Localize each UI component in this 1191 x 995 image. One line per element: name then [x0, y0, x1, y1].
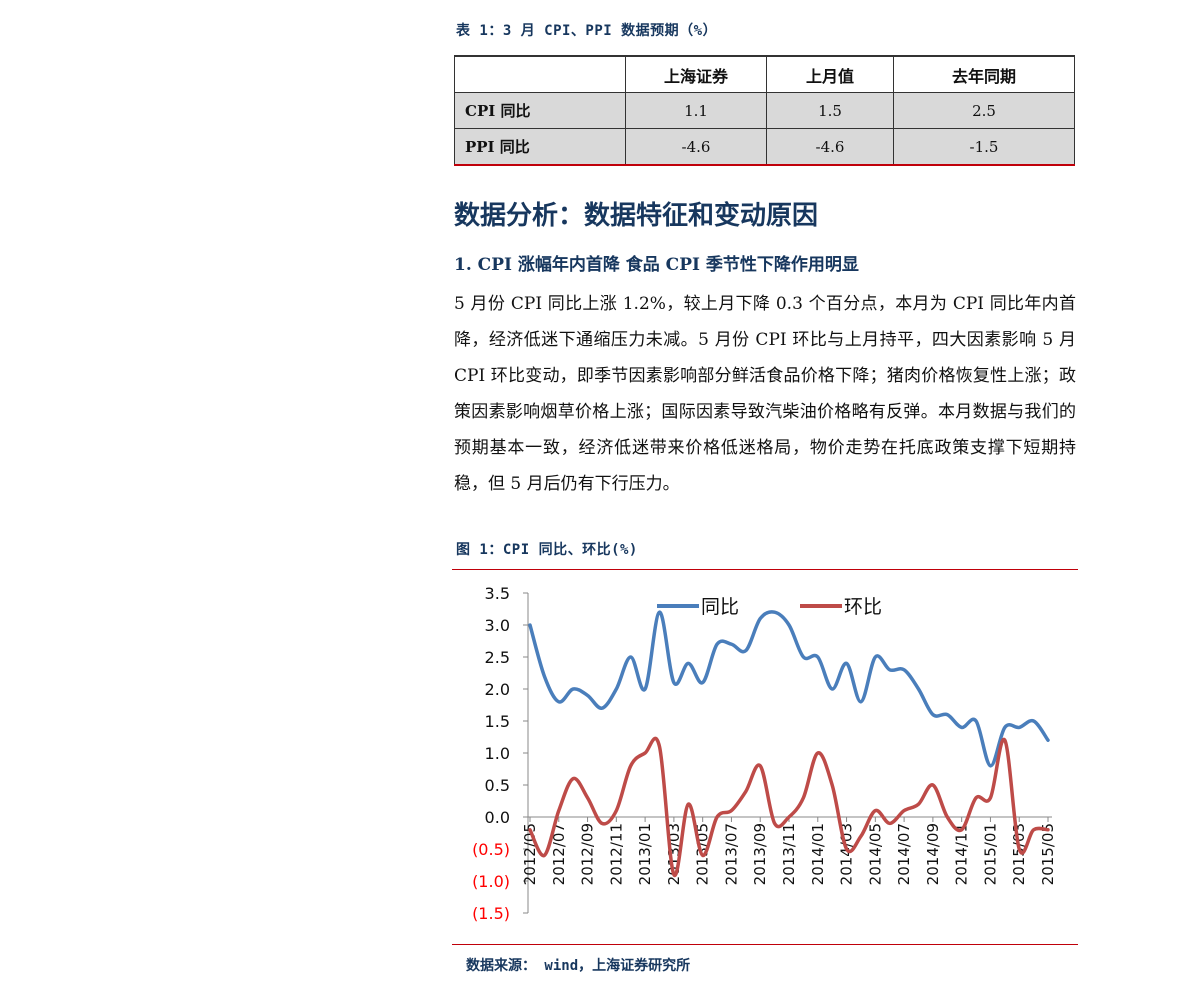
y-tick-label: 2.0 [485, 680, 510, 699]
y-tick-label: (1.5) [472, 904, 510, 923]
table-cell: 1.5 [766, 92, 894, 129]
table-cell: 1.1 [625, 92, 767, 129]
x-tick-label: 2015/03 [1010, 823, 1028, 885]
x-tick-label: 2013/11 [780, 823, 798, 885]
figure-caption: 图 1：CPI 同比、环比(%) [456, 542, 638, 558]
y-tick-label: 1.5 [485, 712, 510, 731]
x-tick-label: 2014/07 [895, 823, 913, 885]
table-header-empty [454, 55, 626, 93]
cpi-ppi-forecast-table: 上海证券 上月值 去年同期 CPI 同比 1.1 1.5 2.5 PPI 同比 … [454, 55, 1075, 166]
x-tick-label: 2014/09 [924, 823, 942, 885]
cropped-previous-line [456, 0, 756, 4]
section-title: 数据分析：数据特征和变动原因 [454, 201, 819, 231]
figure-top-rule [452, 569, 1078, 570]
legend-mom-label: 环比 [844, 596, 882, 618]
table-cell: -1.5 [893, 128, 1075, 166]
mom-series-line [528, 736, 1050, 877]
table-row: PPI 同比 -4.6 -4.6 -1.5 [454, 128, 1075, 166]
row-label-cpi: CPI 同比 [454, 92, 626, 129]
x-tick-label: 2014/01 [809, 823, 827, 885]
y-tick-label: 0.0 [485, 808, 510, 827]
source-note: 数据来源： wind，上海证券研究所 [466, 958, 691, 974]
table-row: CPI 同比 1.1 1.5 2.5 [454, 92, 1075, 129]
table-header-last-year: 去年同期 [893, 55, 1075, 93]
x-tick-label: 2015/05 [1039, 823, 1057, 885]
x-tick-label: 2013/09 [751, 823, 769, 885]
x-tick-label: 2015/01 [981, 823, 999, 885]
table-header-row: 上海证券 上月值 去年同期 [454, 55, 1075, 93]
y-tick-label: 3.0 [485, 616, 510, 635]
legend-yoy-label: 同比 [701, 596, 739, 618]
y-tick-label: 2.5 [485, 648, 510, 667]
table-header-previous-month: 上月值 [766, 55, 894, 93]
analysis-paragraph: 5 月份 CPI 同比上涨 1.2%，较上月下降 0.3 个百分点，本月为 CP… [454, 294, 1076, 494]
y-tick-label: 3.5 [485, 584, 510, 603]
x-tick-label: 2013/01 [636, 823, 654, 885]
table-cell: -4.6 [766, 128, 894, 166]
x-tick-label: 2013/07 [722, 823, 740, 885]
y-tick-label: 0.5 [485, 776, 510, 795]
table-header-shanghai-securities: 上海证券 [625, 55, 767, 93]
x-tick-label: 2014/05 [866, 823, 884, 885]
x-tick-label: 2012/11 [607, 823, 625, 885]
row-label-ppi: PPI 同比 [454, 128, 626, 166]
table-caption: 表 1：3 月 CPI、PPI 数据预期（%） [456, 23, 718, 39]
y-tick-label: (0.5) [472, 840, 510, 859]
x-tick-label: 2012/07 [550, 823, 568, 885]
yoy-series-line [528, 610, 1050, 768]
cpi-chart: 3.5 3.0 2.5 2.0 1.5 1.0 0.5 0.0 (0.5) (1.0) (1.5) 2… [452, 567, 1078, 947]
cpi-line-chart-svg: 3.5 3.0 2.5 2.0 1.5 1.0 0.5 0.0 (0.5) (1.0) (1.5) 2… [472, 584, 1057, 923]
y-tick-label: (1.0) [472, 872, 510, 891]
table-cell: -4.6 [625, 128, 767, 166]
x-tick-label: 2014/11 [953, 823, 971, 885]
table-cell: 2.5 [893, 92, 1075, 129]
subsection-title: 1. CPI 涨幅年内首降 食品 CPI 季节性下降作用明显 [454, 255, 859, 275]
x-tick-label: 2012/09 [579, 823, 597, 885]
figure-bottom-rule [452, 944, 1078, 945]
y-tick-label: 1.0 [485, 744, 510, 763]
